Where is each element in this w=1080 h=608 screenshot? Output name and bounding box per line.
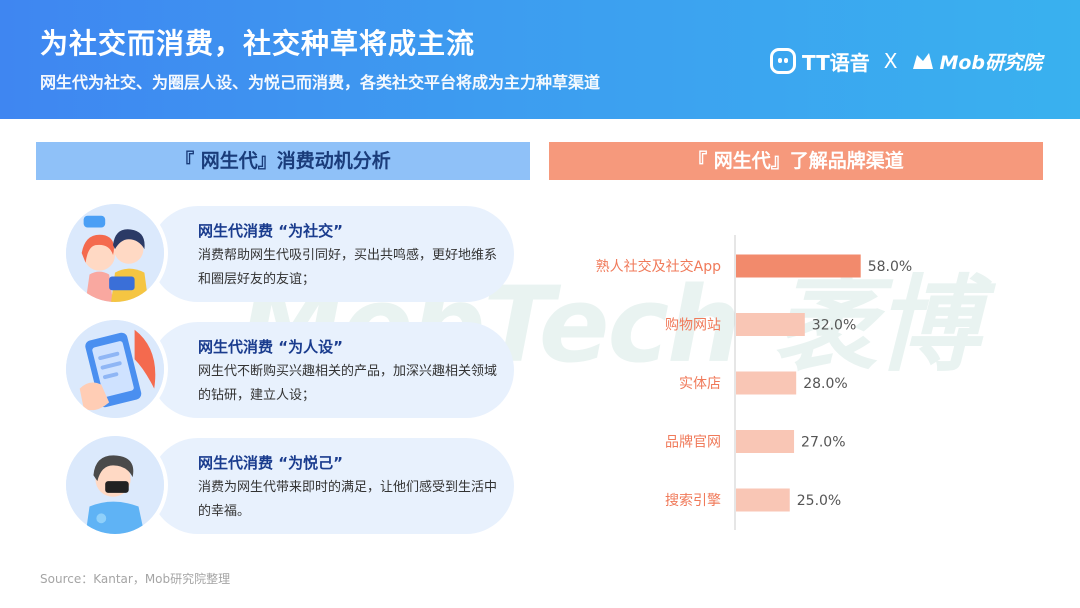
- happy-person-icon: [62, 432, 168, 538]
- tt-logo: TT语音: [769, 47, 870, 76]
- bar: [736, 488, 790, 512]
- source-note: Source：Kantar，Mob研究院整理: [40, 572, 231, 586]
- brand-channel-bar-chart: 熟人社交及社交App 58.0% 购物网站 32.0% 实体店 28.0% 品牌官网 27.0…: [596, 235, 912, 530]
- value-label: 32.0%: [812, 318, 856, 334]
- value-label: 58.0%: [868, 259, 912, 275]
- mob-logo-text: Mob研究院: [939, 51, 1042, 74]
- bar: [736, 254, 861, 278]
- logo-separator: X: [883, 49, 898, 73]
- category-label: 搜索引擎: [665, 492, 721, 509]
- card-description: 消费为网生代带来即时的满足，让他们感受到生活中的幸福。: [198, 480, 498, 519]
- category-label: 品牌官网: [665, 434, 721, 451]
- tt-face-icon: [769, 48, 796, 74]
- right-panel-title: 『 网生代』了解品牌渠道: [549, 142, 1043, 180]
- motivation-card-social: 网生代消费 “为社交” 消费帮助网生代吸引同好，买出共鸣感，更好地维系和圈层好友…: [150, 206, 514, 302]
- category-label: 熟人社交及社交App: [596, 258, 721, 275]
- left-panel-title: 『 网生代』消费动机分析: [36, 142, 530, 180]
- value-label: 27.0%: [801, 435, 845, 451]
- value-label: 28.0%: [803, 376, 847, 392]
- value-label: 25.0%: [797, 493, 841, 509]
- social-friends-icon: [62, 200, 168, 306]
- card-title: 网生代消费 “为社交”: [198, 222, 343, 240]
- page-title: 为社交而消费，社交种草将成主流: [40, 27, 476, 60]
- motivation-card-persona: 网生代消费 “为人设” 网生代不断购买兴趣相关的产品，加深兴趣相关领域的钻研，建…: [150, 322, 514, 418]
- card-description: 网生代不断购买兴趣相关的产品，加深兴趣相关领域的钻研，建立人设；: [198, 364, 498, 403]
- header-banner: 为社交而消费，社交种草将成主流 网生代为社交、为圈层人设、为悦己而消费，各类社交…: [0, 0, 1080, 119]
- category-label: 购物网站: [665, 318, 721, 334]
- bar: [736, 313, 805, 336]
- mob-hat-icon: [913, 53, 934, 69]
- card-title: 网生代消费 “为人设”: [198, 338, 343, 356]
- card-title: 网生代消费 “为悦己”: [198, 454, 343, 472]
- phone-hand-icon: [62, 316, 168, 422]
- bar: [736, 430, 795, 453]
- tt-logo-text: TT语音: [801, 50, 870, 75]
- motivation-card-self: 网生代消费 “为悦己” 消费为网生代带来即时的满足，让他们感受到生活中的幸福。: [150, 438, 514, 534]
- bar: [736, 371, 797, 395]
- category-label: 实体店: [679, 376, 721, 392]
- brand-logos: TT语音 X Mob研究院: [769, 44, 1042, 78]
- card-description: 消费帮助网生代吸引同好，买出共鸣感，更好地维系和圈层好友的友谊；: [198, 248, 498, 287]
- mob-logo: Mob研究院: [911, 48, 1042, 75]
- page-subtitle: 网生代为社交、为圈层人设、为悦己而消费，各类社交平台将成为主力种草渠道: [40, 73, 601, 92]
